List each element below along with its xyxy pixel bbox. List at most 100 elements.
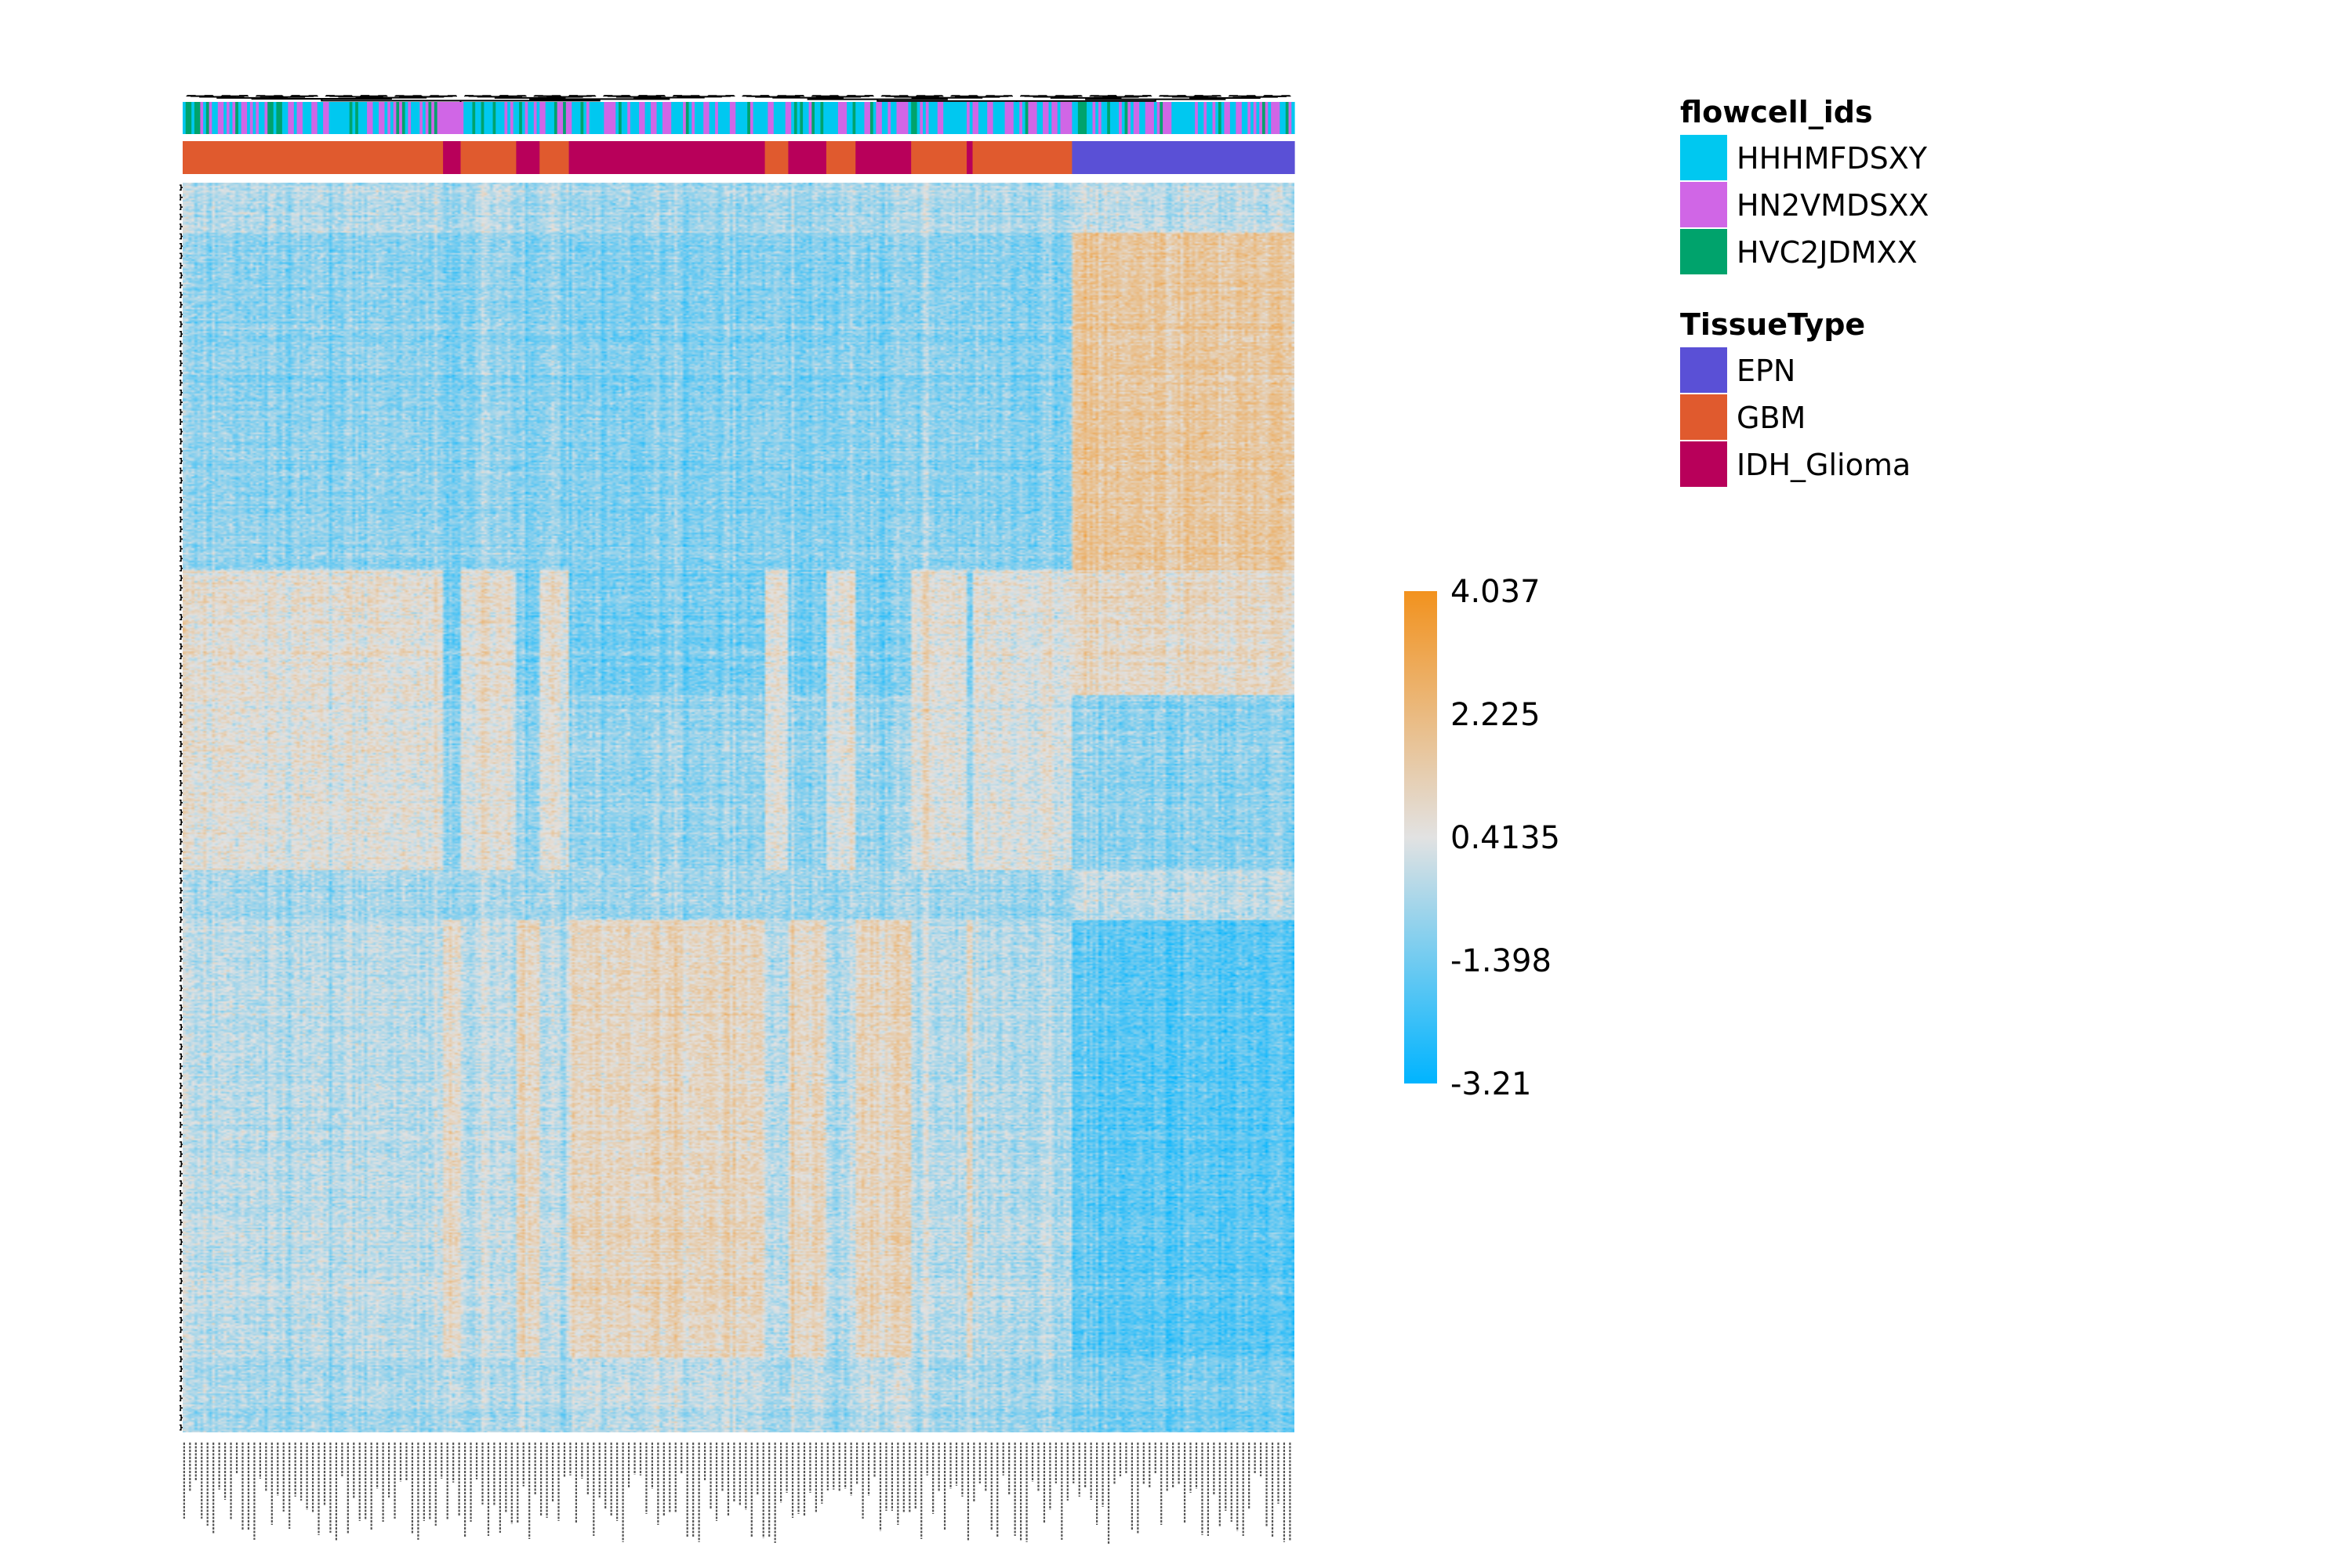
tissue-type-annotation-cell bbox=[419, 141, 423, 174]
legend-label: IDH_Glioma bbox=[1737, 448, 1911, 482]
flowcell-annotation-cell bbox=[747, 102, 751, 134]
tissue-type-annotation-cell bbox=[621, 141, 626, 174]
flowcell-annotation-cell bbox=[896, 102, 900, 134]
flowcell-annotation-cell bbox=[302, 102, 307, 134]
scale-tick-label: 4.037 bbox=[1450, 574, 1541, 610]
flowcell-annotation-cell bbox=[1236, 102, 1240, 134]
tissue-type-annotation-cell bbox=[572, 141, 575, 174]
tissue-type-annotation-cell bbox=[475, 141, 479, 174]
tissue-type-annotation-cell bbox=[1253, 141, 1258, 174]
tissue-type-annotation-cell bbox=[832, 141, 836, 174]
flowcell-annotation-cell bbox=[972, 102, 976, 134]
flowcell-annotation-cell bbox=[665, 102, 670, 134]
tissue-type-annotation-cell bbox=[241, 141, 245, 174]
flowcell-annotation-cell bbox=[495, 102, 499, 134]
flowcell-annotation-cell bbox=[1080, 102, 1084, 134]
tissue-type-annotation-cell bbox=[580, 141, 584, 174]
flowcell-annotation-cell bbox=[235, 102, 239, 134]
flowcell-annotation-cell bbox=[434, 102, 438, 134]
color-scale-bar bbox=[1404, 591, 1437, 1083]
flowcell-annotation-cell bbox=[685, 102, 690, 134]
flowcell-annotation-cell bbox=[639, 102, 643, 134]
flowcell-annotation-cell bbox=[1279, 102, 1283, 134]
flowcell-annotation-cell bbox=[656, 102, 660, 134]
tissue-type-annotation-cell bbox=[937, 141, 942, 174]
flowcell-annotation-cell bbox=[852, 102, 856, 134]
flowcell-annotation-cell bbox=[288, 102, 292, 134]
flowcell-annotation-cell bbox=[844, 102, 848, 134]
flowcell-annotation-cell bbox=[191, 102, 195, 134]
tissue-type-legend: TissueType EPN GBM IDH_Glioma bbox=[1680, 307, 1911, 487]
flowcell-annotation-cell bbox=[1063, 102, 1067, 134]
flowcell-annotation-cell bbox=[308, 102, 312, 134]
tissue-type-annotation-cell bbox=[1051, 141, 1055, 174]
tissue-type-annotation-cell bbox=[952, 141, 956, 174]
flowcell-annotation-cell bbox=[1153, 102, 1158, 134]
tissue-type-annotation-cell bbox=[820, 141, 824, 174]
tissue-type-annotation-cell bbox=[185, 141, 190, 174]
tissue-type-annotation-cell bbox=[756, 141, 760, 174]
tissue-type-annotation-cell bbox=[960, 141, 964, 174]
flowcell-annotation-cell bbox=[572, 102, 575, 134]
heatmap-matrix bbox=[183, 183, 1294, 1432]
tissue-type-annotation-cell bbox=[413, 141, 418, 174]
tissue-type-annotation-cell bbox=[381, 141, 386, 174]
tissue-type-annotation-cell bbox=[668, 141, 672, 174]
flowcell-annotation-cell bbox=[1098, 102, 1102, 134]
tissue-type-annotation-cell bbox=[335, 141, 339, 174]
tissue-type-annotation-cell bbox=[1001, 141, 1006, 174]
tissue-type-annotation-cell bbox=[1207, 141, 1210, 174]
flowcell-annotation-cell bbox=[583, 102, 587, 134]
flowcell-annotation-cell bbox=[1197, 102, 1202, 134]
flowcell-annotation-cell bbox=[252, 102, 256, 134]
flowcell-annotation-cell bbox=[589, 102, 593, 134]
tissue-type-annotation-cell bbox=[712, 141, 716, 174]
flowcell-annotation-cell bbox=[604, 102, 608, 134]
flowcell-annotation-cell bbox=[504, 102, 508, 134]
flowcell-annotation-cell bbox=[1215, 102, 1219, 134]
tissue-type-annotation-cell bbox=[247, 141, 251, 174]
flowcell-annotation-cell bbox=[369, 102, 374, 134]
tissue-type-annotation-cell bbox=[776, 141, 780, 174]
tissue-type-annotation-cell bbox=[1153, 141, 1158, 174]
flowcell-annotation-cell bbox=[460, 102, 464, 134]
flowcell-annotation-cell bbox=[633, 102, 637, 134]
tissue-type-annotation-cell bbox=[744, 141, 748, 174]
tissue-type-annotation-cell bbox=[1095, 141, 1099, 174]
scale-tick-label: 0.4135 bbox=[1450, 820, 1560, 856]
flowcell-legend: flowcell_ids HHHMFDSXY HN2VMDSXX HVC2JDM… bbox=[1680, 95, 1929, 274]
flowcell-annotation-cell bbox=[803, 102, 807, 134]
tissue-type-annotation-cell bbox=[203, 141, 207, 174]
tissue-type-annotation-cell bbox=[695, 141, 699, 174]
flowcell-annotation-cell bbox=[779, 102, 783, 134]
flowcell-annotation-cell bbox=[820, 102, 824, 134]
tissue-type-annotation-cell bbox=[893, 141, 898, 174]
flowcell-annotation-cell bbox=[384, 102, 388, 134]
tissue-type-annotation-cell bbox=[317, 141, 321, 174]
flowcell-annotation-cell bbox=[399, 102, 403, 134]
flowcell-annotation-cell bbox=[1133, 102, 1138, 134]
tissue-type-annotation-cell bbox=[434, 141, 438, 174]
flowcell-annotation-cell bbox=[1028, 102, 1032, 134]
tissue-type-annotation-cell bbox=[747, 141, 751, 174]
tissue-type-annotation-cell bbox=[601, 141, 604, 174]
flowcell-annotation-cell bbox=[1232, 102, 1236, 134]
tissue-type-annotation-cell bbox=[741, 141, 746, 174]
tissue-type-annotation-cell bbox=[499, 141, 503, 174]
flowcell-annotation-cell bbox=[194, 102, 198, 134]
tissue-type-annotation-cell bbox=[847, 141, 851, 174]
tissue-type-annotation-cell bbox=[662, 141, 666, 174]
flowcell-annotation-cell bbox=[507, 102, 511, 134]
flowcell-annotation-cell bbox=[601, 102, 604, 134]
tissue-type-annotation-cell bbox=[869, 141, 874, 174]
flowcell-annotation-cell bbox=[285, 102, 289, 134]
flowcell-annotation-cell bbox=[408, 102, 412, 134]
tissue-type-annotation-cell bbox=[396, 141, 400, 174]
tissue-type-annotation-cell bbox=[1069, 141, 1073, 174]
flowcell-annotation-cell bbox=[1203, 102, 1207, 134]
flowcell-annotation-cell bbox=[823, 102, 827, 134]
tissue-type-annotation-cell bbox=[229, 141, 234, 174]
tissue-type-annotation-cell bbox=[560, 141, 564, 174]
tissue-type-annotation-cell bbox=[703, 141, 707, 174]
tissue-type-annotation-cell bbox=[1261, 141, 1266, 174]
